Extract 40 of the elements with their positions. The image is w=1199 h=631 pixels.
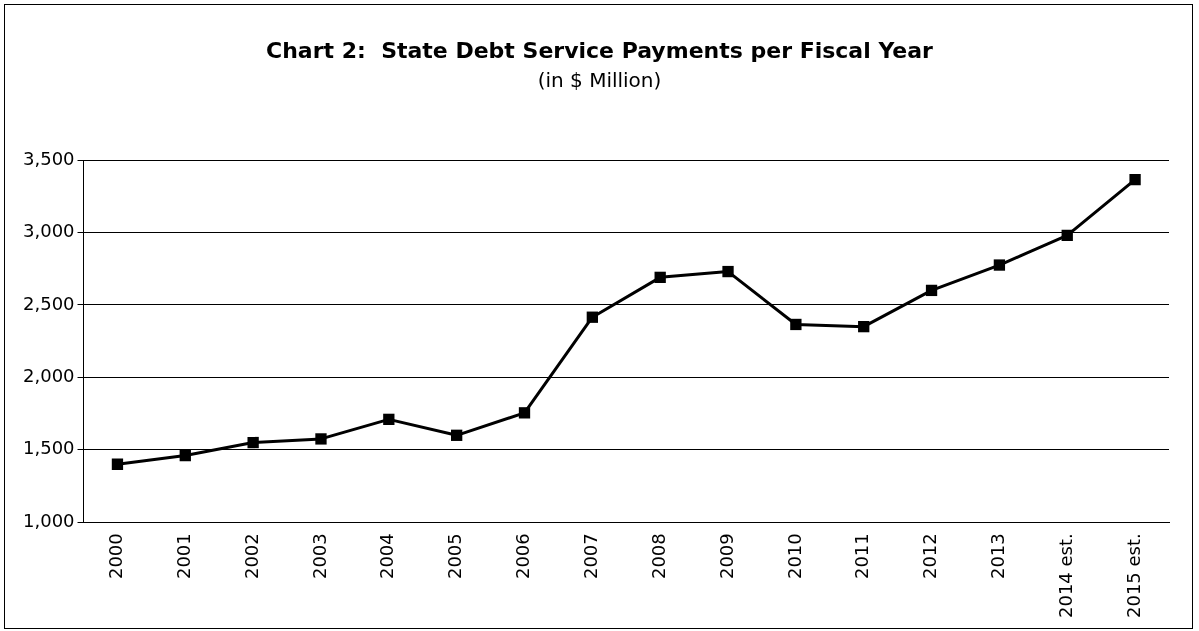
x-tick-label: 2005 bbox=[444, 533, 466, 580]
y-tick-label: 2,000 bbox=[23, 365, 75, 387]
point bbox=[111, 458, 124, 470]
x-tick-label: 2006 bbox=[512, 533, 534, 580]
y-tick-label: 3,500 bbox=[23, 147, 75, 169]
x-tick-label: 2008 bbox=[647, 533, 669, 580]
y-tick-label: 2,500 bbox=[23, 292, 75, 314]
point bbox=[993, 259, 1006, 271]
x-tick-label: 2003 bbox=[308, 533, 330, 580]
chart-title: Chart 2: State Debt Service Payments per Fiscal Year bbox=[265, 38, 934, 63]
x-tick-label: 2013 bbox=[987, 533, 1009, 580]
point bbox=[1061, 229, 1073, 241]
x-tick-label: 2000 bbox=[105, 533, 127, 580]
point bbox=[1129, 173, 1141, 186]
x-tick-label: 2012 bbox=[919, 533, 941, 580]
x-tick-label: 2011 bbox=[851, 533, 873, 580]
y-tick-label: 3,000 bbox=[23, 220, 75, 242]
x-tick-label: 2001 bbox=[172, 533, 194, 580]
x-tick-label: 2007 bbox=[580, 533, 602, 580]
y-tick-label: 1,000 bbox=[23, 509, 75, 531]
point bbox=[518, 407, 531, 419]
x-tick-label: 2010 bbox=[783, 533, 805, 580]
point bbox=[722, 265, 734, 278]
point bbox=[654, 271, 666, 284]
point bbox=[790, 318, 802, 331]
x-tick-label: 2002 bbox=[240, 533, 262, 580]
point bbox=[858, 320, 870, 333]
point bbox=[451, 429, 463, 441]
point bbox=[315, 433, 327, 445]
x-tick-label: 2009 bbox=[715, 533, 737, 580]
point bbox=[179, 449, 191, 462]
point bbox=[247, 436, 259, 449]
y-tick-label: 1,500 bbox=[23, 437, 75, 459]
x-tick-label: 2014 est. bbox=[1054, 533, 1076, 618]
point bbox=[586, 311, 598, 323]
x-tick-label: 2004 bbox=[376, 533, 398, 580]
point bbox=[925, 284, 938, 297]
x-tick-label: 2015 est. bbox=[1122, 533, 1144, 618]
point bbox=[383, 413, 395, 426]
chart-subtitle: (in $ Million) bbox=[536, 68, 663, 92]
